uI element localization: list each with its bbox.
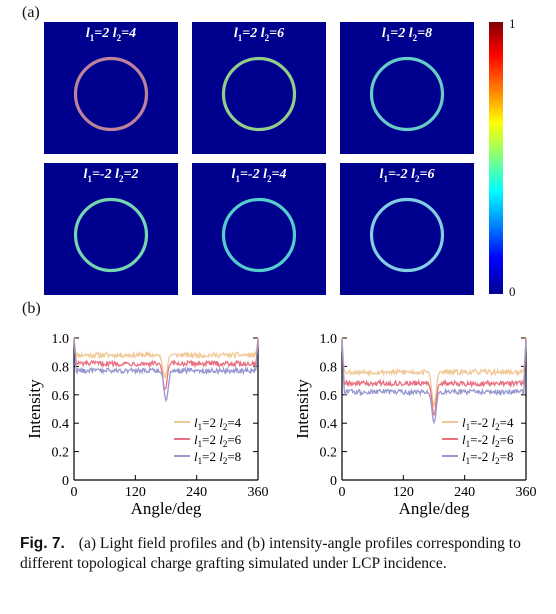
y-axis-label: Intensity [293,379,312,439]
x-tick-label: 360 [516,485,537,500]
intensity-plot-right: 0 0.2 0.4 0.6 0.8 1.0 0 120 240 360 Angle/deg Inten… [293,332,537,518]
colorbar-max-label: 1 [509,16,516,31]
x-tick-label: 240 [186,485,207,500]
sim-image-title: l1=-2 l2=4 [231,167,287,184]
y-tick-label: 0 [62,474,69,489]
x-tick-label: 120 [393,485,414,500]
legend-entry: l1=2 l2=8 [194,449,241,466]
light-ring [369,197,445,273]
series-line [73,339,259,392]
y-axis-label: Intensity [25,379,44,439]
light-ring [369,56,445,132]
series-line [341,337,527,408]
panel-a-label: (a) [22,4,40,21]
figure-caption: Fig. 7. (a) Light field profiles and (b) … [20,534,540,574]
light-ring [221,197,297,273]
y-tick-label: 0.6 [52,389,70,404]
y-tick-label: 0.6 [320,389,338,404]
x-tick-label: 0 [339,485,346,500]
legend-entry: l1=2 l2=6 [194,432,242,449]
light-ring [73,56,149,132]
panel-b-label: (b) [22,300,41,317]
light-ring [73,197,149,273]
caption-text: (a) Light field profiles and (b) intensi… [20,535,521,572]
series-line [341,339,527,416]
sim-image-1: l1=2 l2=4 [44,22,178,154]
x-tick-label: 120 [125,485,146,500]
x-axis-label: Angle/deg [399,499,470,518]
sim-image-4: l1=-2 l2=2 [44,163,178,295]
y-tick-label: 0 [330,474,337,489]
sim-image-title: l1=-2 l2=6 [379,167,435,184]
sim-image-2: l1=2 l2=6 [192,22,326,154]
y-tick-label: 0.2 [52,446,70,461]
sim-image-title: l1=2 l2=8 [381,26,433,43]
y-tick-label: 1.0 [320,332,338,347]
sim-image-6: l1=-2 l2=6 [340,163,474,295]
y-tick-label: 0.4 [52,417,70,432]
series-line [73,337,259,379]
y-tick-label: 0.8 [52,360,70,375]
plot-axes [341,337,527,481]
x-axis-label: Angle/deg [131,499,202,518]
y-tick-label: 1.0 [52,332,70,347]
light-ring [221,56,297,132]
colorbar [489,22,503,294]
sim-image-title: l1=2 l2=6 [233,26,285,43]
y-tick-label: 0.8 [320,360,338,375]
x-tick-label: 360 [248,485,269,500]
series-line [341,340,527,425]
sim-image-title: l1=-2 l2=2 [83,167,139,184]
x-tick-label: 0 [71,485,78,500]
colorbar-min-label: 0 [509,284,516,299]
series-line [73,340,259,403]
legend-entry: l1=2 l2=4 [194,415,242,432]
y-tick-label: 0.4 [320,417,338,432]
legend-entry: l1=-2 l2=6 [462,432,514,449]
sim-image-5: l1=-2 l2=4 [192,163,326,295]
caption-fig-label: Fig. 7. [20,535,65,552]
intensity-plot-left: 0 0.2 0.4 0.6 0.8 1.0 0 120 240 360 Angle/deg Inten… [25,332,269,518]
sim-image-3: l1=2 l2=8 [340,22,474,154]
sim-image-title: l1=2 l2=4 [85,26,137,43]
y-tick-label: 0.2 [320,446,338,461]
plot-axes [73,337,259,481]
x-tick-label: 240 [454,485,475,500]
legend-entry: l1=-2 l2=4 [462,415,514,432]
legend-entry: l1=-2 l2=8 [462,449,514,466]
